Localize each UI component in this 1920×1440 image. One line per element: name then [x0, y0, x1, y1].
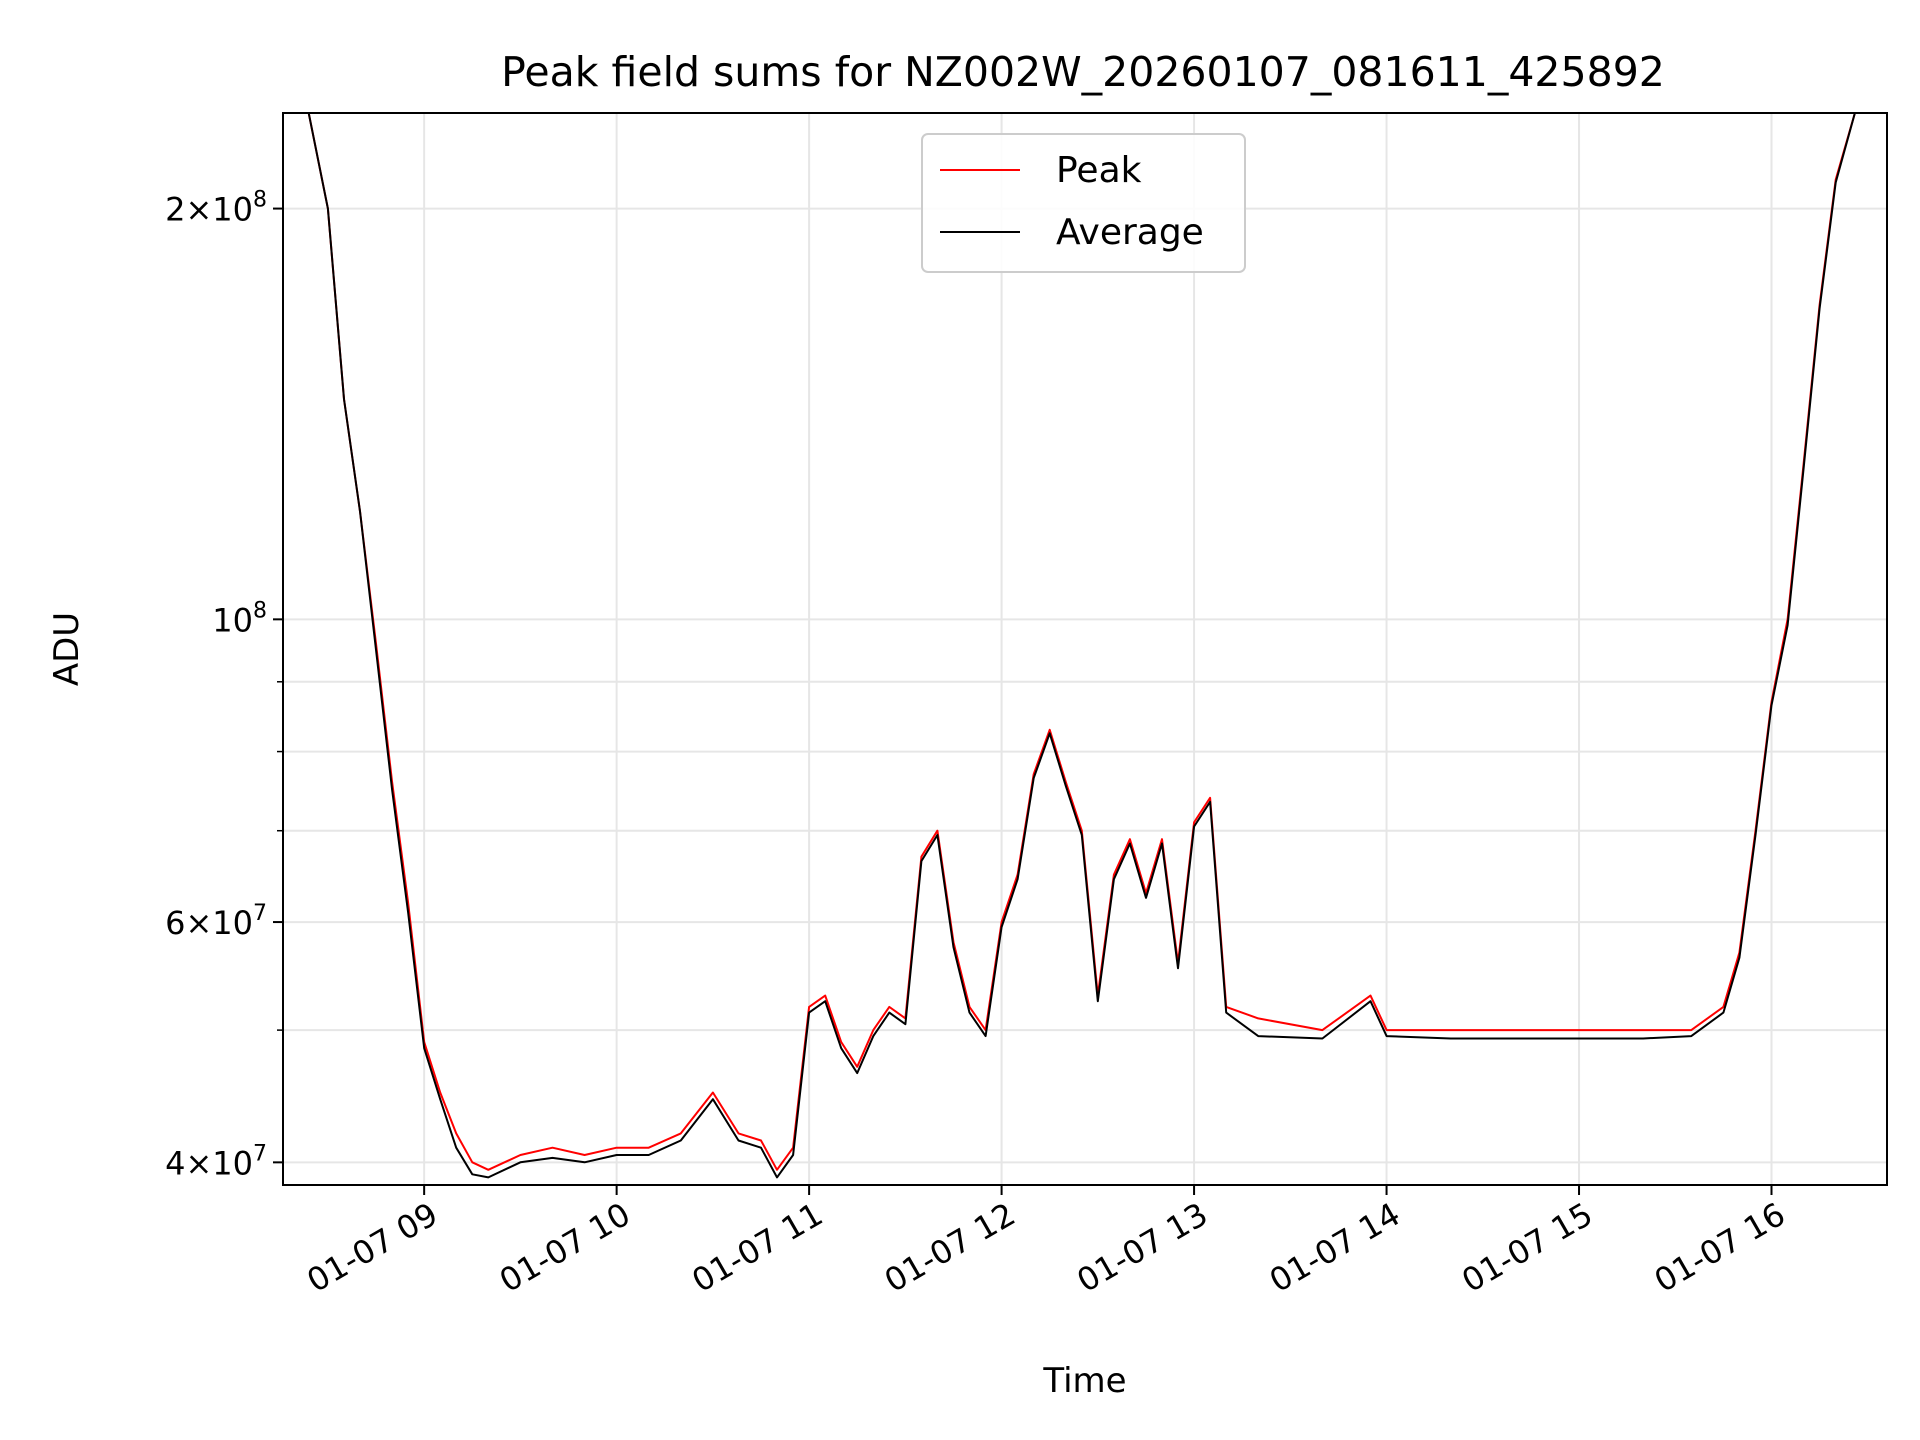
y-axis-title: ADU: [47, 612, 87, 686]
legend-label-average: Average: [1056, 212, 1204, 253]
y-axis: 4×107 6×107 108 2×108: [165, 188, 283, 1182]
legend: Peak Average: [921, 133, 1246, 273]
grid: [283, 113, 1887, 1185]
series-line-average: [283, 112, 1856, 1179]
y-tick-label: 108: [212, 598, 267, 639]
y-tick-label: 4×107: [165, 1141, 267, 1182]
legend-label-peak: Peak: [1056, 150, 1142, 191]
plot-frame: [282, 112, 1888, 1186]
chart-title: Peak field sums for NZ002W_20260107_0816…: [501, 48, 1665, 96]
y-tick-label: 2×108: [165, 188, 267, 229]
x-axis-title: Time: [1042, 1361, 1126, 1401]
series-group: [283, 112, 1856, 1179]
series-line-peak: [283, 112, 1856, 1171]
y-tick-label: 6×107: [165, 901, 267, 942]
legend-box: [921, 133, 1246, 273]
